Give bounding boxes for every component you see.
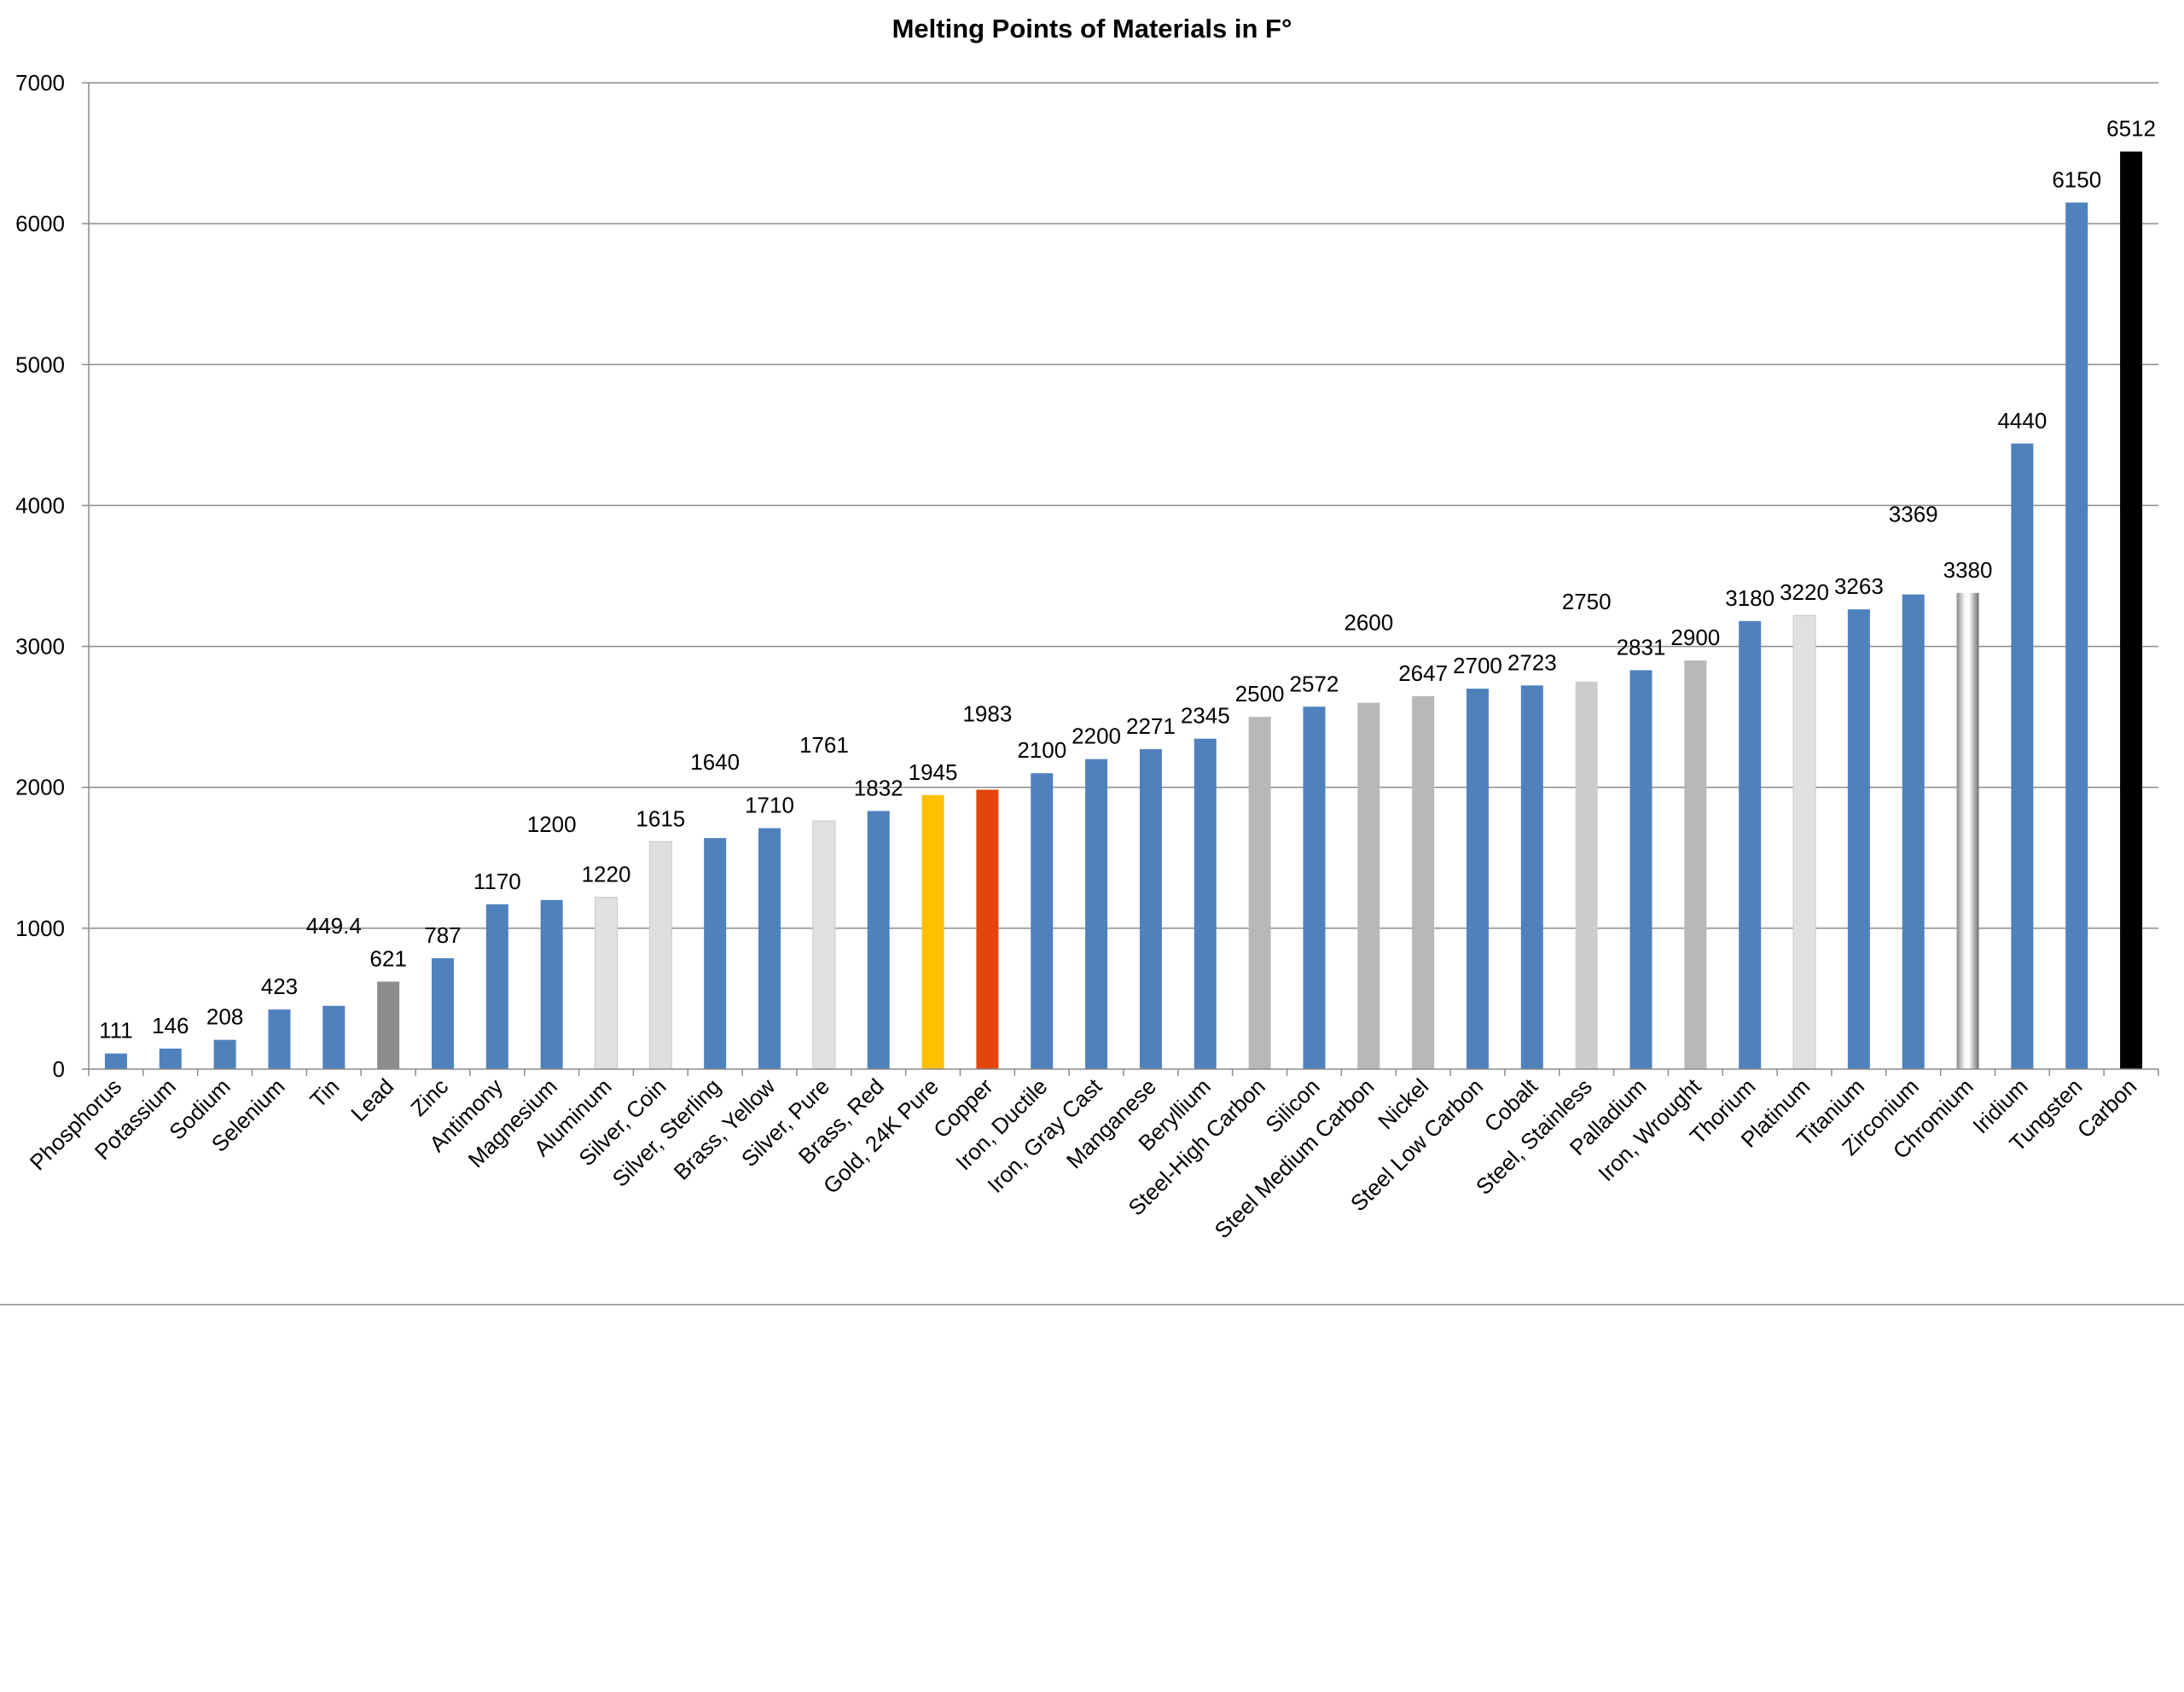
data-label: 146 (152, 1013, 189, 1038)
bar (377, 981, 400, 1069)
bar (1466, 689, 1489, 1069)
bar (1956, 592, 1979, 1069)
data-label: 2700 (1453, 653, 1502, 678)
bar (1031, 773, 1054, 1069)
bar (1520, 685, 1543, 1069)
y-tick-label: 1000 (15, 916, 65, 941)
data-label: 1761 (799, 732, 849, 758)
bar (159, 1048, 182, 1069)
bar (213, 1039, 236, 1069)
gridlines (89, 82, 2158, 929)
data-label: 1832 (854, 775, 903, 800)
bar (485, 904, 508, 1069)
bar (1684, 660, 1707, 1069)
y-axis-ticks: 0 1000 2000 3000 4000 5000 6000 7000 (15, 70, 89, 1082)
data-label: 621 (369, 945, 406, 971)
data-label: 2271 (1126, 713, 1176, 739)
x-tick-label: Lead (346, 1073, 398, 1126)
data-label: 787 (424, 922, 461, 948)
data-label: 423 (261, 974, 298, 999)
y-tick-label: 0 (53, 1056, 65, 1082)
data-label: 2723 (1507, 649, 1557, 675)
axes (88, 83, 2158, 1070)
data-label: 1945 (909, 759, 958, 785)
bar (268, 1009, 291, 1069)
data-label: 1983 (962, 701, 1012, 727)
data-label: 3263 (1834, 573, 1884, 599)
bar (867, 811, 890, 1069)
data-label: 3180 (1725, 585, 1774, 611)
bar (1303, 706, 1326, 1069)
bar (1194, 738, 1217, 1069)
bar (1139, 748, 1162, 1069)
bar (704, 838, 727, 1069)
bar (322, 1005, 346, 1069)
data-label: 6512 (2106, 116, 2156, 142)
x-tick-label: Tin (305, 1073, 344, 1113)
bar (812, 820, 836, 1070)
y-tick-label: 4000 (15, 492, 65, 518)
data-label: 2200 (1072, 724, 1121, 749)
bar (540, 899, 563, 1069)
x-tick-label: Carbon (2072, 1073, 2142, 1143)
bar (1357, 702, 1380, 1069)
bar (104, 1053, 127, 1069)
bar (1575, 681, 1598, 1069)
data-label: 4440 (1997, 408, 2047, 433)
y-tick-label: 5000 (15, 352, 65, 377)
data-label: 2100 (1017, 737, 1066, 763)
data-label: 2600 (1344, 610, 1393, 636)
data-label: 208 (206, 1004, 243, 1030)
data-label: 1640 (690, 749, 740, 775)
y-tick-label: 2000 (15, 775, 65, 800)
bar (595, 897, 618, 1070)
bar (1412, 695, 1435, 1069)
bar (1629, 670, 1653, 1069)
chart-title: Melting Points of Materials in F° (892, 14, 1292, 44)
bar (1847, 609, 1870, 1069)
bar (2011, 443, 2034, 1069)
data-label: 449.4 (306, 913, 362, 939)
bar (758, 828, 781, 1069)
data-label: 3220 (1780, 579, 1829, 605)
bar (2065, 202, 2088, 1069)
data-label: 1220 (582, 862, 631, 887)
y-tick-label: 3000 (15, 634, 65, 660)
data-label: 2900 (1670, 625, 1720, 650)
data-label: 2647 (1398, 660, 1448, 686)
bar (976, 789, 999, 1069)
data-label: 3380 (1943, 557, 1993, 583)
bar (921, 794, 944, 1069)
data-label: 2750 (1562, 589, 1612, 614)
data-label: 2572 (1290, 671, 1339, 696)
y-tick-label: 6000 (15, 211, 65, 236)
data-label: 2831 (1617, 634, 1666, 660)
bar (1248, 717, 1271, 1069)
data-label: 1170 (473, 869, 521, 894)
data-label: 111 (99, 1018, 133, 1044)
bars (104, 151, 2143, 1070)
data-label: 3369 (1889, 502, 1938, 527)
bar (431, 958, 454, 1069)
bar (2120, 151, 2143, 1069)
data-label: 1615 (636, 805, 685, 831)
data-label: 2345 (1181, 703, 1230, 729)
data-label: 1710 (745, 793, 794, 818)
bar (1085, 759, 1108, 1069)
data-label: 6150 (2052, 166, 2101, 192)
bar (648, 840, 672, 1070)
bar (1902, 594, 1925, 1069)
data-label: 2500 (1235, 681, 1285, 706)
bar (1792, 614, 1816, 1070)
y-tick-label: 7000 (15, 70, 65, 96)
x-tick-label: Zinc (405, 1073, 453, 1121)
data-label: 1200 (527, 811, 577, 837)
bar (1739, 620, 1762, 1069)
